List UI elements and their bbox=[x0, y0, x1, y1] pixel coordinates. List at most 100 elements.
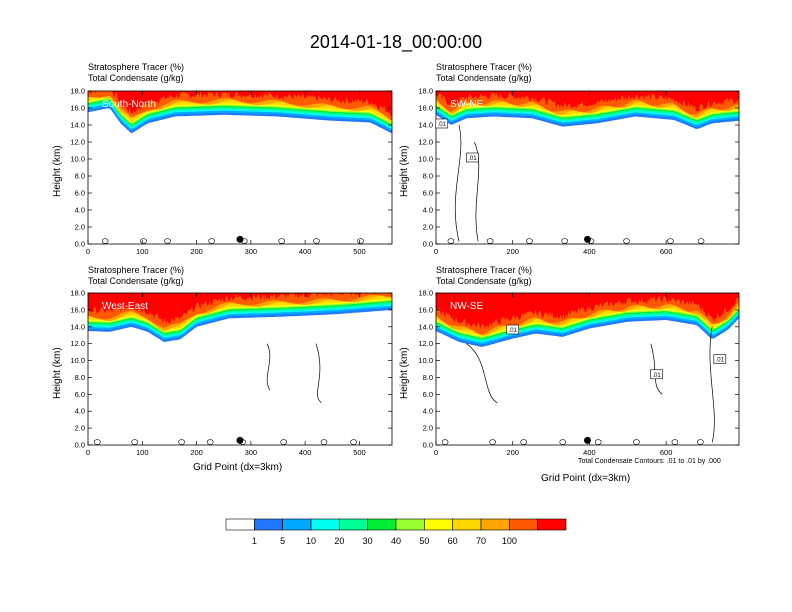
y-tick-label: 6.0 bbox=[75, 390, 85, 399]
condensate-contour bbox=[594, 439, 602, 445]
location-marker bbox=[584, 436, 591, 444]
colorbar-swatch bbox=[225, 518, 255, 531]
colorbar-swatch bbox=[367, 518, 397, 531]
colorbar: 1 5 10 20 30 40 50 60 70 100 bbox=[225, 518, 567, 546]
panel-name-label: SW-NE bbox=[450, 99, 483, 110]
condensate-contour bbox=[178, 439, 185, 445]
x-tick-label: 400 bbox=[299, 448, 312, 457]
colorbar-label: 10 bbox=[306, 536, 316, 546]
condensate-contour bbox=[454, 124, 480, 242]
contour-label-box bbox=[650, 369, 663, 380]
plot-area bbox=[436, 293, 739, 445]
colorbar-swatch bbox=[339, 518, 368, 531]
condensate-contour bbox=[520, 439, 528, 445]
condensate-contour bbox=[357, 238, 364, 244]
panel3-x-axis-label: Grid Point (dx=3km) bbox=[193, 462, 283, 473]
condensate-contour bbox=[667, 238, 674, 244]
y-tick-label: 0.0 bbox=[75, 240, 85, 249]
plot-area bbox=[88, 293, 392, 445]
y-tick-label: 18.0 bbox=[70, 289, 85, 298]
contour-label-box bbox=[506, 324, 520, 335]
panel-3: 0.0 2.0 4.0 6.0 8.0 10.0 12.0 14.0 16.0 18.0 0 100 2… bbox=[70, 289, 393, 457]
x-tick-label: 400 bbox=[583, 448, 596, 457]
x-tick-label: 100 bbox=[136, 247, 149, 256]
colorbar-label: 1 bbox=[252, 536, 257, 546]
x-tick-label: 0 bbox=[86, 247, 90, 256]
panel2-header-condensate: Total Condensate (g/kg) bbox=[436, 73, 532, 83]
panel-name-label: NW-SE bbox=[450, 301, 483, 312]
y-tick-label: 8.0 bbox=[423, 373, 433, 382]
y-tick-label: 16.0 bbox=[418, 104, 433, 113]
panel-2: 0.0 2.0 4.0 6.0 8.0 10.0 12.0 14.0 16.0 18.0 0 200 4… bbox=[418, 87, 740, 256]
location-marker bbox=[584, 235, 591, 243]
contour-label-box bbox=[435, 118, 449, 129]
y-tick-label: 0.0 bbox=[75, 441, 85, 450]
x-tick-label: 0 bbox=[434, 448, 438, 457]
y-tick-label: 6.0 bbox=[75, 189, 85, 198]
contour-label: .01 bbox=[438, 122, 447, 128]
contour-label-box bbox=[713, 354, 727, 364]
y-tick-label: 18.0 bbox=[418, 289, 433, 298]
x-tick-label: 200 bbox=[190, 247, 203, 256]
panel-1: 0.0 2.0 4.0 6.0 8.0 10.0 12.0 14.0 16.0 18.0 0 100 2… bbox=[70, 87, 393, 256]
colorbar-label: 20 bbox=[334, 536, 344, 546]
condensate-contour bbox=[94, 439, 101, 445]
plot-frame bbox=[87, 292, 393, 446]
plot-frame bbox=[87, 90, 393, 245]
plot-frame bbox=[435, 90, 740, 245]
x-tick-label: 300 bbox=[245, 448, 258, 457]
panel4-header-tracer: Stratosphere Tracer (%) bbox=[436, 265, 533, 275]
condensate-contour bbox=[320, 439, 328, 445]
contour-label-box bbox=[466, 152, 479, 163]
condensate-contour bbox=[101, 238, 109, 244]
panel4-x-axis-label: Grid Point (dx=3km) bbox=[541, 473, 631, 484]
x-tick-label: 500 bbox=[353, 247, 366, 256]
colorbar-swatch bbox=[480, 518, 510, 531]
colorbar-swatch bbox=[452, 518, 482, 531]
colorbar-swatch bbox=[509, 518, 538, 531]
colorbar-swatch bbox=[395, 518, 425, 531]
contour-info-note: Total Condensate Contours: .01 to .01 by… bbox=[578, 458, 721, 465]
colorbar-label: 60 bbox=[448, 536, 458, 546]
y-tick-label: 2.0 bbox=[423, 424, 433, 433]
tracer-band-100 bbox=[88, 91, 392, 116]
x-tick-label: 200 bbox=[506, 448, 519, 457]
panel-name-label: West-East bbox=[102, 301, 148, 312]
condensate-contour bbox=[313, 238, 320, 244]
y-tick-label: 4.0 bbox=[75, 206, 85, 215]
condensate-contour bbox=[526, 238, 533, 244]
colorbar-swatch bbox=[282, 518, 312, 531]
colorbar-swatch bbox=[310, 518, 340, 531]
contour-label: .01 bbox=[468, 156, 477, 162]
x-tick-label: 200 bbox=[506, 247, 519, 256]
x-tick-label: 600 bbox=[660, 247, 673, 256]
condensate-contour bbox=[447, 238, 455, 244]
condensate-contour bbox=[350, 439, 357, 445]
contour-label: .01 bbox=[509, 328, 518, 334]
x-tick-label: 600 bbox=[660, 448, 673, 457]
y-tick-label: 10.0 bbox=[70, 155, 85, 164]
condensate-contour bbox=[697, 439, 704, 445]
panel-name-label: South-North bbox=[102, 99, 156, 110]
y-tick-label: 10.0 bbox=[418, 155, 433, 164]
location-marker bbox=[236, 436, 244, 444]
condensate-contour bbox=[278, 238, 286, 244]
y-tick-label: 8.0 bbox=[423, 172, 433, 181]
condensate-contour bbox=[280, 439, 288, 445]
y-tick-label: 10.0 bbox=[418, 356, 433, 365]
condensate-contour bbox=[140, 238, 147, 244]
condensate-contour bbox=[559, 439, 567, 445]
y-tick-label: 4.0 bbox=[75, 407, 85, 416]
y-tick-label: 8.0 bbox=[75, 172, 85, 181]
y-tick-label: 2.0 bbox=[75, 223, 85, 232]
panel-4: 0.0 2.0 4.0 6.0 8.0 10.0 12.0 14.0 16.0 18.0 0 200 4… bbox=[418, 289, 740, 457]
condensate-contour bbox=[697, 238, 705, 244]
condensate-contour bbox=[671, 439, 679, 445]
tracer-band-100 bbox=[88, 293, 392, 324]
y-tick-label: 0.0 bbox=[423, 441, 433, 450]
condensate-contour bbox=[561, 238, 568, 244]
y-tick-label: 16.0 bbox=[418, 305, 433, 314]
x-tick-label: 500 bbox=[353, 448, 366, 457]
x-tick-label: 400 bbox=[299, 247, 312, 256]
y-tick-label: 18.0 bbox=[70, 87, 85, 96]
